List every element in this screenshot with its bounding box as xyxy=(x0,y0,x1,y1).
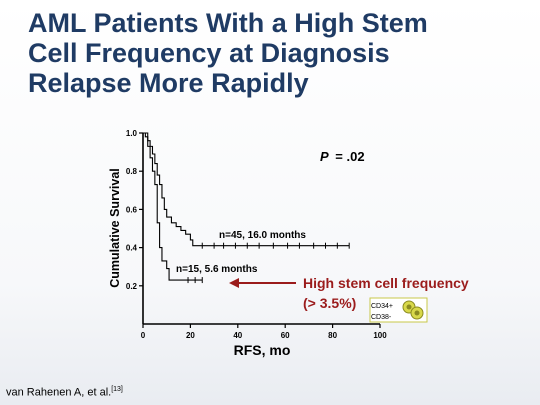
annotation-arrow xyxy=(229,278,296,288)
cell-marker-cd38: CD38- xyxy=(371,314,392,321)
cell-marker-box: CD34+ CD38- xyxy=(369,297,428,323)
series-label-high: n=45, 16.0 months xyxy=(219,230,306,241)
p-value: P = .02 xyxy=(320,149,365,164)
title-line-1: AML Patients With a High Stem xyxy=(28,8,428,38)
axes xyxy=(142,133,380,325)
title-line-2: Cell Frequency at Diagnosis xyxy=(28,38,390,68)
p-value-symbol: P xyxy=(320,149,329,164)
y-tick-label: 0.8 xyxy=(126,167,138,176)
x-tick-label: 100 xyxy=(373,331,387,340)
y-tick-label: 0.4 xyxy=(126,244,138,253)
x-tick-label: 60 xyxy=(281,331,290,340)
stem-cell-nucleus-icon xyxy=(406,304,412,310)
slide-title: AML Patients With a High Stem Cell Frequ… xyxy=(28,8,528,98)
p-value-number: = .02 xyxy=(335,149,364,164)
x-tick-label: 80 xyxy=(328,331,337,340)
x-tick-label: 40 xyxy=(233,331,242,340)
annotation-line-2: (> 3.5%) xyxy=(303,295,356,311)
x-axis-label: RFS, mo xyxy=(234,342,291,358)
y-tick-label: 1.0 xyxy=(126,129,138,138)
citation: van Rahenen A, et al.[13] xyxy=(6,386,123,399)
citation-text: van Rahenen A, et al. xyxy=(6,386,112,399)
y-tick-label: 0.6 xyxy=(126,205,138,214)
stem-cell-nucleus-icon-2 xyxy=(414,310,420,316)
series-label-low: n=15, 5.6 months xyxy=(176,264,258,275)
title-line-3: Relapse More Rapidly xyxy=(28,68,309,98)
y-axis-label: Cumulative Survival xyxy=(108,168,122,288)
citation-reference: [13] xyxy=(111,386,123,393)
cell-marker-cd34: CD34+ xyxy=(371,303,393,310)
annotation-line-1: High stem cell frequency xyxy=(303,275,469,291)
km-curve-high-n45 xyxy=(143,132,350,247)
axis-ticks: 0 20 40 60 80 100 0.2 0.4 0.6 0.8 1.0 xyxy=(126,129,387,340)
series xyxy=(143,132,350,284)
arrow-head xyxy=(229,278,239,288)
x-tick-label: 0 xyxy=(141,331,146,340)
y-tick-label: 0.2 xyxy=(126,282,138,291)
x-tick-label: 20 xyxy=(186,331,195,340)
km-curve-low-n15 xyxy=(143,132,203,281)
